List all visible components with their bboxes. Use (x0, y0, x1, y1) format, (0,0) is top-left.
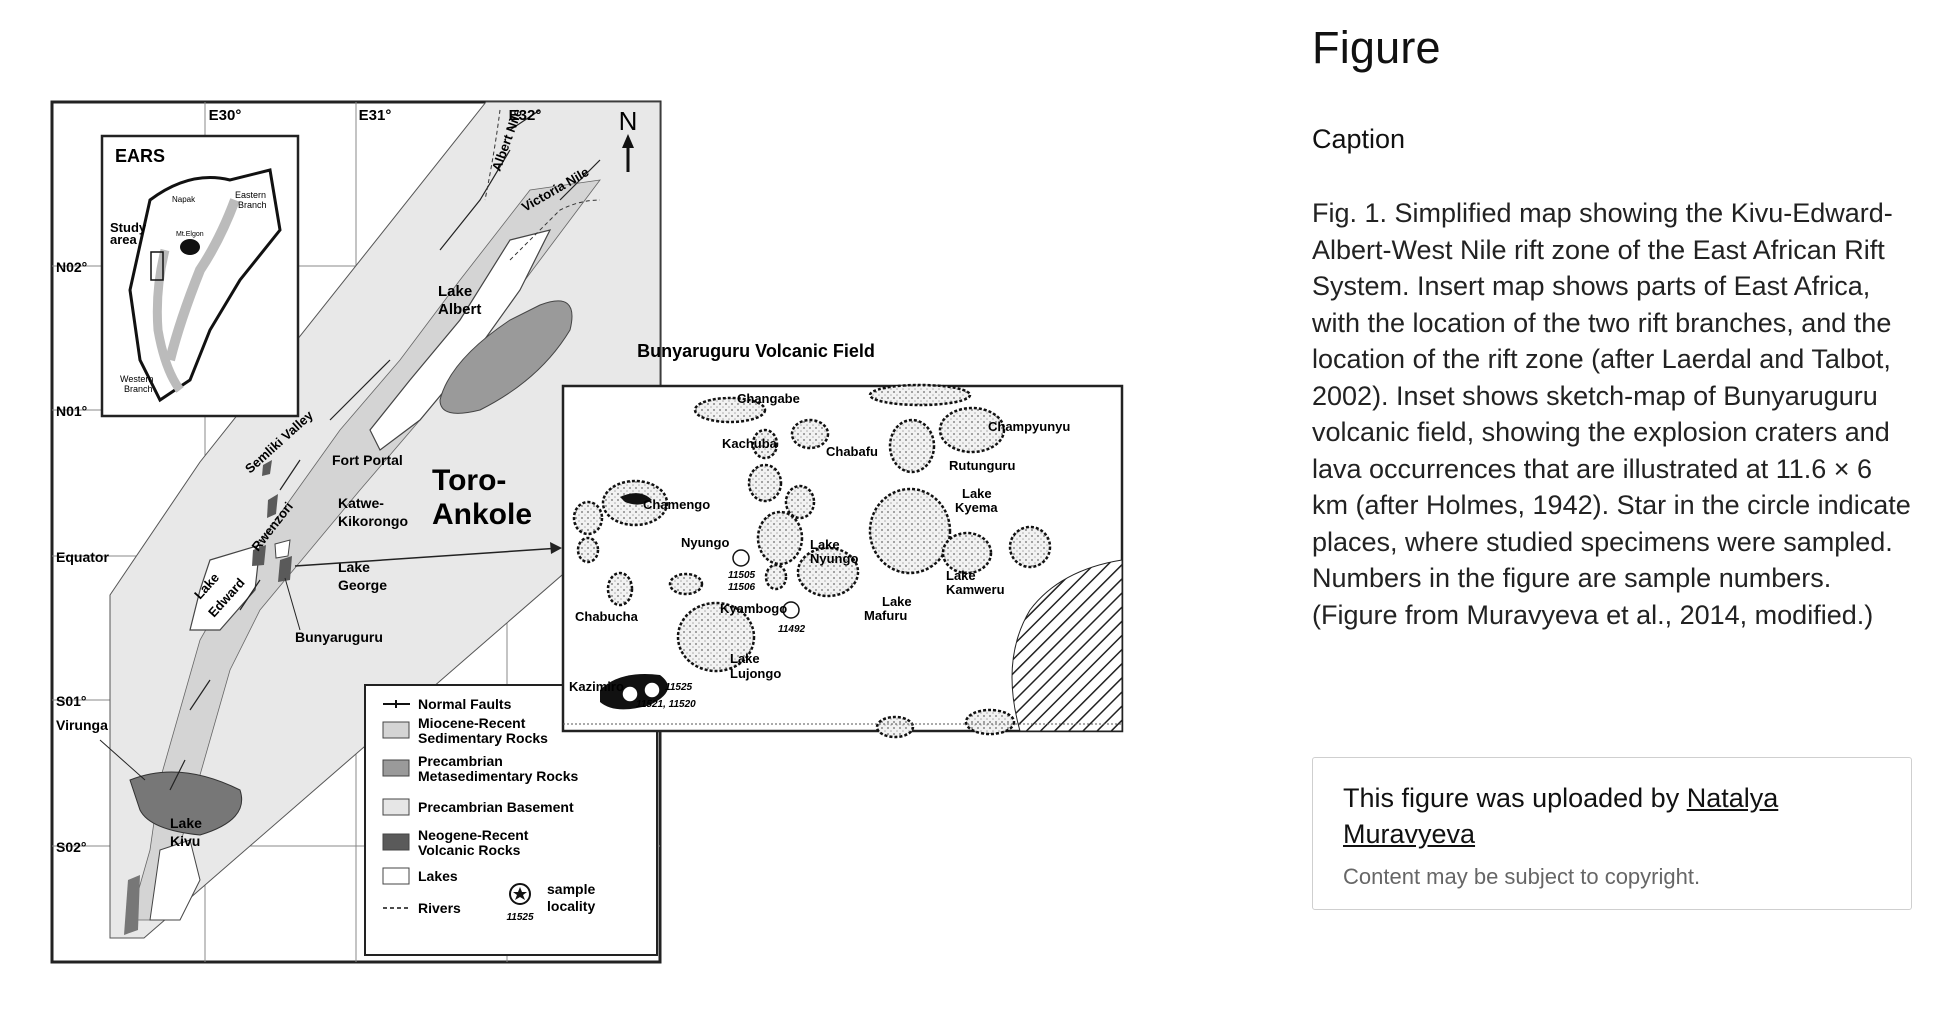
svg-text:Lake: Lake (730, 651, 760, 666)
svg-text:Western: Western (120, 374, 153, 384)
svg-text:area: area (110, 232, 138, 247)
svg-text:Miocene-Recent: Miocene-Recent (418, 715, 526, 731)
label-lake-kivu-1: Lake (170, 815, 202, 831)
svg-text:Rivers: Rivers (418, 900, 461, 916)
svg-text:Mt.Elgon: Mt.Elgon (176, 231, 204, 238)
volcanic-field-inset: Bunyaruguru Volcanic Field (561, 341, 1124, 739)
svg-text:N: N (619, 106, 638, 136)
main-map: E30° E31° E32° N02° N01° Equator S01° S0… (50, 100, 662, 964)
svg-text:Lake: Lake (946, 568, 976, 583)
svg-text:Metasedimentary Rocks: Metasedimentary Rocks (418, 768, 579, 784)
ears-inset-map: EARS Napak Eastern Branch Study area Mt.… (100, 134, 300, 418)
lat-label-n02: N02° (56, 259, 87, 275)
svg-text:Neogene-Recent: Neogene-Recent (418, 827, 529, 843)
lat-label-equator: Equator (56, 549, 109, 565)
ears-title: EARS (115, 146, 165, 166)
svg-text:Changabe: Changabe (737, 391, 800, 406)
author-link[interactable]: Natalya Muravyeva (1343, 783, 1779, 849)
lon-label-31: E31° (359, 107, 392, 124)
svg-text:Study: Study (110, 220, 147, 235)
svg-text:Lake: Lake (810, 537, 840, 552)
sample-star-icon (509, 883, 531, 905)
svg-text:11505: 11505 (728, 570, 756, 581)
svg-text:Sedimentary Rocks: Sedimentary Rocks (418, 730, 548, 746)
legend-swatch-volcanic (382, 833, 410, 851)
svg-text:Kazimiro: Kazimiro (569, 679, 624, 694)
svg-text:Branch: Branch (238, 200, 267, 210)
svg-text:Chabucha: Chabucha (575, 609, 639, 624)
page-title: Figure (1312, 22, 1441, 73)
svg-text:11521, 11520: 11521, 11520 (636, 699, 696, 710)
svg-text:Precambrian Basement: Precambrian Basement (418, 799, 574, 815)
legend-swatch-metasedimentary (382, 759, 410, 777)
svg-text:Kyema: Kyema (955, 500, 998, 515)
svg-text:Eastern: Eastern (235, 190, 266, 200)
label-lake-kivu-2: Kivu (170, 833, 200, 849)
lon-label-30: E30° (209, 107, 242, 124)
lat-label-s01: S01° (56, 693, 87, 709)
svg-text:Nyungo: Nyungo (810, 551, 858, 566)
svg-text:Precambrian: Precambrian (418, 753, 503, 769)
lon-label-32: E32° (509, 107, 542, 124)
rift-map-figure: E30° E31° E32° N02° N01° Equator S01° S0… (50, 100, 1124, 964)
svg-text:Volcanic Rocks: Volcanic Rocks (418, 842, 521, 858)
legend-swatch-lakes (382, 867, 410, 885)
volcanic-field-title: Bunyaruguru Volcanic Field (637, 341, 875, 361)
upload-line: This figure was uploaded by Natalya Mura… (1343, 780, 1881, 852)
svg-text:Chabafu: Chabafu (826, 444, 878, 459)
svg-text:Kachuba: Kachuba (722, 436, 778, 451)
legend-swatch-sedimentary (382, 721, 410, 739)
label-fort-portal: Fort Portal (332, 452, 403, 468)
label-virunga: Virunga (56, 717, 108, 733)
svg-text:sample: sample (547, 881, 595, 897)
svg-text:Kyambogo: Kyambogo (720, 601, 787, 616)
copyright-notice: Content may be subject to copyright. (1343, 864, 1701, 889)
caption-label: Caption (1312, 124, 1406, 154)
lat-label-s02: S02° (56, 839, 87, 855)
label-bunyaruguru: Bunyaruguru (295, 629, 383, 645)
svg-text:Chamengo: Chamengo (643, 497, 710, 512)
label-lake-george-2: George (338, 577, 387, 593)
label-ankole: Ankole (432, 498, 532, 531)
svg-text:Lujongo: Lujongo (730, 666, 781, 681)
svg-text:Kamweru: Kamweru (946, 582, 1005, 597)
label-lake-albert-1: Lake (438, 283, 472, 300)
svg-text:Lake: Lake (962, 486, 992, 501)
label-katwe-1: Katwe- (338, 495, 384, 511)
lat-label-n01: N01° (56, 403, 87, 419)
svg-text:11525: 11525 (665, 682, 693, 693)
legend-faults: Normal Faults (418, 696, 512, 712)
upload-prefix: This figure was uploaded by (1343, 783, 1687, 813)
svg-text:Napak: Napak (172, 195, 196, 204)
svg-text:Lakes: Lakes (418, 868, 458, 884)
figure-image: E30° E31° E32° N02° N01° Equator S01° S0… (40, 90, 1180, 970)
legend-swatch-basement (382, 798, 410, 816)
svg-text:locality: locality (547, 898, 595, 914)
label-toro: Toro- (432, 464, 506, 497)
north-arrow-icon: N (619, 106, 638, 172)
figure-sidebar: Figure Caption Fig. 1. Simplified map sh… (1312, 22, 1912, 633)
svg-text:Lake: Lake (882, 594, 912, 609)
sample-star-icon (621, 549, 800, 703)
svg-text:Branch: Branch (124, 384, 153, 394)
upload-info-box: This figure was uploaded by Natalya Mura… (1312, 757, 1912, 910)
svg-text:11525: 11525 (506, 912, 534, 923)
map-legend: Normal Faults Miocene-Recent Sedimentary… (364, 684, 658, 956)
svg-text:Rutunguru: Rutunguru (949, 458, 1015, 473)
svg-text:11506: 11506 (728, 582, 756, 593)
caption-text: Fig. 1. Simplified map showing the Kivu-… (1312, 198, 1911, 630)
svg-text:Champyunyu: Champyunyu (988, 419, 1070, 434)
svg-text:Nyungo: Nyungo (681, 535, 729, 550)
svg-text:11492: 11492 (778, 624, 806, 635)
svg-text:Mafuru: Mafuru (864, 608, 907, 623)
label-lake-albert-2: Albert (438, 301, 481, 318)
label-katwe-2: Kikorongo (338, 513, 408, 529)
